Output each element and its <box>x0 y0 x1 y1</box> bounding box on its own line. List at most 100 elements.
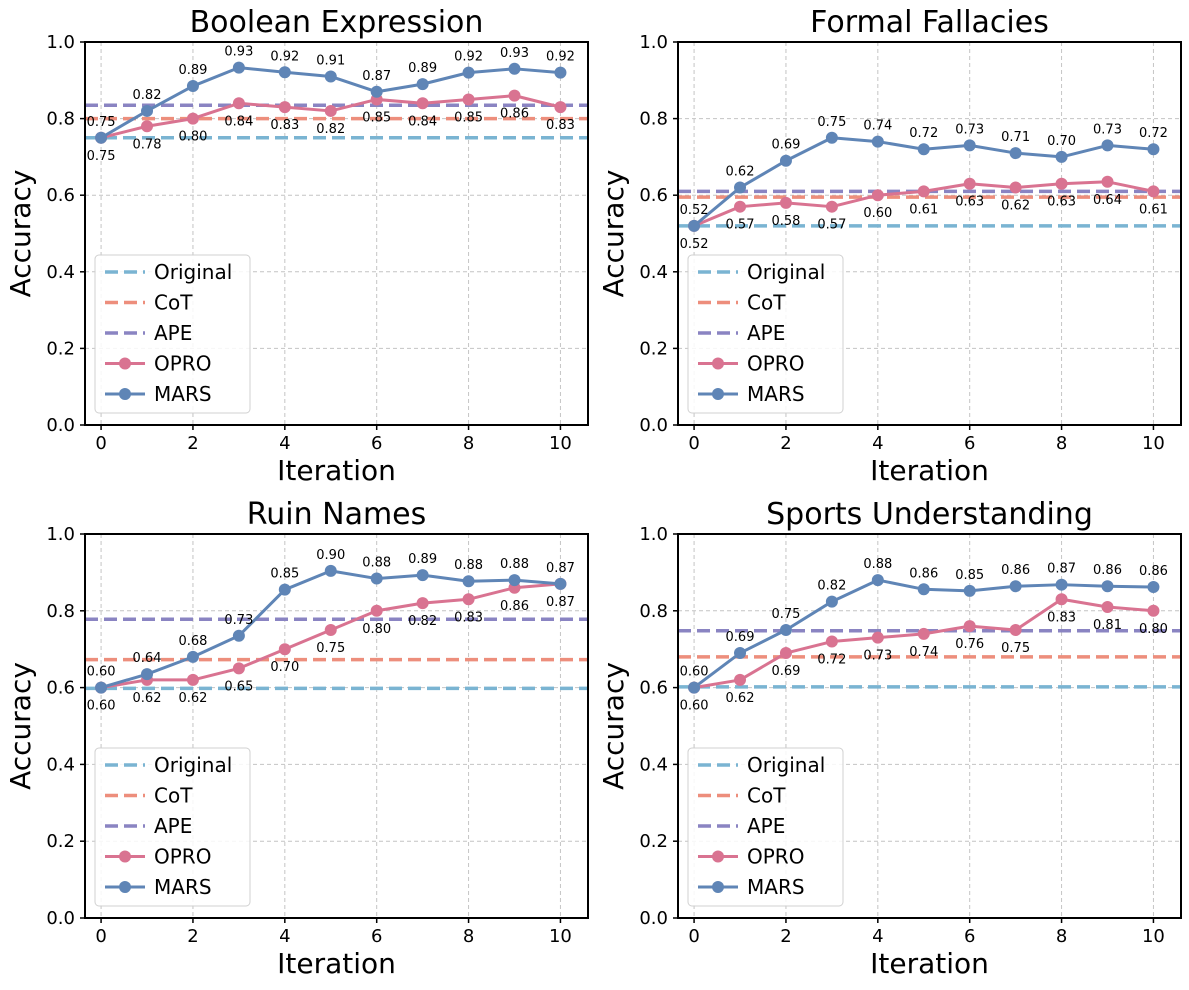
data-label-opro: 0.73 <box>863 649 892 664</box>
data-point-opro <box>825 200 838 213</box>
axes-frame <box>677 533 1182 919</box>
data-label-opro: 0.83 <box>454 610 483 625</box>
data-point-mars <box>734 181 747 194</box>
data-label-opro: 0.87 <box>546 595 575 610</box>
legend: Original CoT APE OPRO MARS <box>94 254 251 414</box>
data-label-opro: 0.62 <box>1001 199 1030 214</box>
data-point-mars <box>554 577 567 590</box>
x-tick-label: 6 <box>964 926 975 947</box>
y-tick-label: 0.0 <box>639 415 668 436</box>
chart-panel-1: 0.520.57 0.58 0.570.60 0.610.63 0.62 0.63 0.64… <box>597 5 1182 487</box>
x-tick-label: 0 <box>95 433 106 454</box>
x-tick-label: 8 <box>463 433 474 454</box>
data-point-opro <box>1147 604 1160 617</box>
data-label-opro: 0.58 <box>771 214 800 229</box>
data-label-mars: 0.89 <box>408 61 437 76</box>
data-label-opro: 0.70 <box>270 660 299 675</box>
data-label-opro: 0.84 <box>224 114 253 129</box>
data-point-opro <box>963 620 976 633</box>
legend-marker-mars <box>119 881 131 893</box>
data-label-opro: 0.78 <box>133 137 162 152</box>
data-label-mars: 0.70 <box>1047 134 1076 149</box>
data-label-opro: 0.61 <box>1139 202 1168 217</box>
axes-frame <box>84 41 589 426</box>
data-label-opro: 0.60 <box>863 206 892 221</box>
y-tick-label: 0.4 <box>46 262 75 283</box>
x-tick-label: 2 <box>780 433 791 454</box>
series-line-opro <box>693 597 1154 690</box>
data-label-mars: 0.73 <box>955 122 984 137</box>
y-tick-label: 0.6 <box>46 678 75 699</box>
data-point-opro <box>370 604 383 617</box>
data-label-opro: 0.86 <box>500 107 529 122</box>
data-label-mars: 0.72 <box>909 126 938 141</box>
data-point-mars <box>95 681 108 694</box>
x-tick-label: 10 <box>549 926 572 947</box>
x-tick-label: 10 <box>1142 926 1165 947</box>
data-point-mars <box>963 584 976 597</box>
legend-label-ape: APE <box>747 321 785 345</box>
y-tick-label: 0.2 <box>639 338 668 359</box>
data-label-mars: 0.88 <box>362 556 391 571</box>
data-point-mars <box>324 70 337 83</box>
data-label-opro: 0.81 <box>1093 618 1122 633</box>
legend: Original CoT APE OPRO MARS <box>687 254 844 414</box>
y-tick-label: 1.0 <box>46 32 75 53</box>
data-label-mars: 0.72 <box>1139 126 1168 141</box>
data-point-opro <box>1055 177 1068 190</box>
data-point-opro <box>508 89 521 102</box>
data-label-mars: 0.52 <box>680 203 709 218</box>
legend-box <box>687 254 844 414</box>
legend-label-cot: CoT <box>154 291 193 315</box>
data-point-opro <box>871 631 884 644</box>
x-tick-label: 4 <box>279 926 290 947</box>
data-point-opro <box>416 97 429 110</box>
data-label-opro: 0.82 <box>316 122 345 137</box>
legend-marker-opro <box>712 357 724 370</box>
data-label-opro: 0.75 <box>87 149 116 164</box>
y-tick-label: 0.0 <box>46 415 75 436</box>
data-label-mars: 0.75 <box>817 115 846 130</box>
legend-box <box>94 747 251 907</box>
data-point-opro <box>232 662 245 675</box>
legend-label-opro: OPRO <box>747 352 804 376</box>
legend-label-opro: OPRO <box>154 352 211 376</box>
y-axis-label: Accuracy <box>597 662 630 790</box>
legend-box <box>94 254 251 414</box>
data-label-opro: 0.83 <box>546 118 575 133</box>
legend-box <box>687 747 844 907</box>
data-point-opro <box>917 627 930 640</box>
data-point-opro <box>416 597 429 610</box>
data-point-opro <box>554 101 567 114</box>
legend-label-cot: CoT <box>154 784 193 808</box>
data-label-mars: 0.92 <box>546 50 575 65</box>
y-tick-label: 0.6 <box>639 185 668 206</box>
data-label-mars: 0.60 <box>680 665 709 680</box>
x-tick-label: 0 <box>95 926 106 947</box>
data-point-mars <box>278 583 291 596</box>
data-point-opro <box>734 673 747 686</box>
data-label-opro: 0.85 <box>454 110 483 125</box>
data-label-opro: 0.62 <box>726 691 755 706</box>
data-point-mars <box>1009 580 1022 593</box>
y-tick-label: 0.8 <box>46 109 75 130</box>
legend-label-ape: APE <box>154 321 192 345</box>
data-point-opro <box>779 196 792 209</box>
data-point-opro <box>825 635 838 648</box>
data-point-opro <box>462 593 475 606</box>
legend-marker-mars <box>119 388 131 400</box>
data-label-opro: 0.80 <box>178 130 207 145</box>
legend-label-opro: OPRO <box>154 845 211 869</box>
x-tick-label: 2 <box>187 433 198 454</box>
data-point-mars <box>871 135 884 148</box>
legend-marker-mars <box>712 881 724 893</box>
data-point-opro <box>1147 185 1160 198</box>
data-point-mars <box>1009 147 1022 160</box>
data-point-opro <box>734 200 747 213</box>
data-label-mars: 0.69 <box>771 138 800 153</box>
data-label-opro: 0.74 <box>909 645 938 660</box>
data-point-opro <box>232 97 245 110</box>
legend-label-original: Original <box>154 260 232 284</box>
data-label-mars: 0.74 <box>863 119 892 134</box>
legend-label-ape: APE <box>154 814 192 838</box>
